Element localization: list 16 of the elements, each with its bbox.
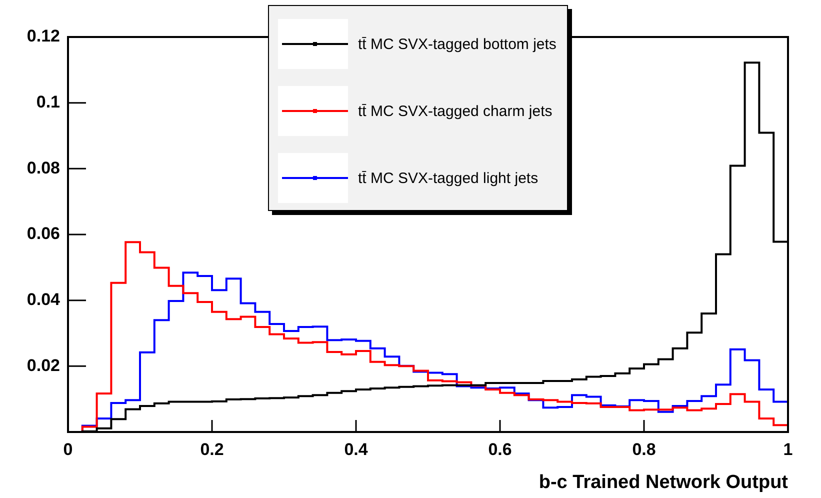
x-axis-title: b-c Trained Network Output (538, 472, 789, 493)
legend-label: tt̄ MC SVX-tagged light jets (358, 170, 538, 186)
x-tick-label: 0.8 (632, 440, 656, 459)
y-tick-label: 0.12 (26, 26, 60, 46)
y-tick-label: 0.06 (26, 224, 60, 244)
y-tick-label: 0.04 (26, 290, 61, 310)
legend-label: tt̄ MC SVX-tagged bottom jets (358, 36, 556, 52)
y-tick-label: 0.02 (26, 356, 60, 375)
legend-label: tt̄ MC SVX-tagged charm jets (358, 102, 552, 120)
x-tick-label: 0.4 (344, 440, 368, 459)
x-tick-label: 0.2 (200, 440, 224, 459)
y-tick-label: 0.1 (36, 92, 60, 112)
x-tick-label: 0.6 (488, 440, 512, 459)
x-tick-label: 1 (783, 440, 793, 459)
y-tick-label: 0.08 (26, 158, 60, 178)
x-tick-label: 0 (63, 440, 73, 459)
